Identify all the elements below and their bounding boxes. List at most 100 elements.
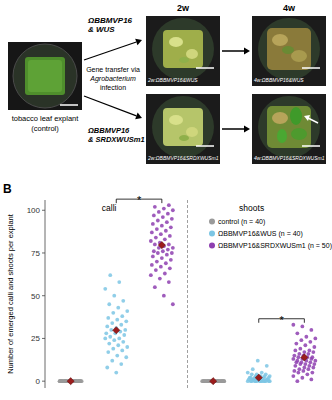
explant-photo: 2w:ΩBBMVP16&WUS xyxy=(146,16,220,86)
shoot-pointer-head xyxy=(304,115,310,121)
data-point xyxy=(296,355,300,359)
control-label: (control) xyxy=(31,124,59,133)
data-point xyxy=(110,359,114,363)
explant xyxy=(163,108,203,146)
data-point xyxy=(107,342,111,346)
data-point xyxy=(114,371,118,375)
data-point xyxy=(250,372,254,376)
arrow-shaft xyxy=(84,42,136,60)
data-point xyxy=(291,357,295,361)
data-point xyxy=(202,379,206,383)
data-point xyxy=(75,379,79,383)
data-point xyxy=(153,285,157,289)
data-point xyxy=(249,376,253,380)
legend: control (n = 40)ΩBBMVP16&WUS (n = 40)ΩBB… xyxy=(209,218,332,250)
data-point xyxy=(155,227,159,231)
dish xyxy=(13,44,77,108)
data-point xyxy=(311,350,315,354)
data-point xyxy=(110,321,114,325)
explant-photo: 4w:ΩBBMVP16&SRDXWUSm1 xyxy=(252,94,326,164)
mean-marker xyxy=(113,327,120,334)
data-point xyxy=(106,350,110,354)
data-point xyxy=(221,379,225,383)
explant xyxy=(163,30,203,68)
data-point xyxy=(303,362,307,366)
callus xyxy=(186,49,198,59)
data-point xyxy=(170,217,174,221)
data-point xyxy=(61,379,65,383)
data-point xyxy=(248,376,252,380)
y-axis-title: Number of emerged calli and shoots per e… xyxy=(6,213,15,374)
data-point xyxy=(154,236,158,240)
data-point xyxy=(104,331,108,335)
data-point xyxy=(265,364,269,368)
data-point xyxy=(203,379,207,383)
scale-bar xyxy=(302,67,320,69)
data-point xyxy=(152,213,156,217)
arrow xyxy=(84,39,142,60)
data-point xyxy=(295,379,299,383)
data-point xyxy=(75,379,79,383)
callus xyxy=(272,34,288,46)
data-point xyxy=(162,207,166,211)
data-point xyxy=(308,360,312,364)
photo-caption: 2w:ΩBBMVP16&WUS xyxy=(147,77,198,83)
data-point xyxy=(293,349,297,353)
data-point xyxy=(256,359,260,363)
data-point xyxy=(308,340,312,344)
y-tick-label: 50 xyxy=(31,292,40,301)
method-label: infection xyxy=(100,84,126,91)
photo-bg xyxy=(8,42,82,110)
data-point xyxy=(167,243,171,247)
data-point xyxy=(161,249,165,253)
explant xyxy=(267,28,311,70)
data-point xyxy=(116,343,120,347)
data-point xyxy=(103,337,107,341)
data-point xyxy=(122,333,126,337)
data-point xyxy=(123,328,127,332)
data-point xyxy=(115,318,119,322)
arrow xyxy=(222,126,250,133)
data-point xyxy=(163,237,167,241)
data-point xyxy=(313,359,317,363)
construct-label: & WUS xyxy=(88,25,115,34)
data-point xyxy=(171,246,175,250)
data-point xyxy=(159,265,163,269)
data-point xyxy=(117,337,121,341)
arrow-head xyxy=(135,39,142,46)
dish xyxy=(152,96,214,158)
data-point xyxy=(154,268,158,272)
data-point xyxy=(170,251,174,255)
data-point xyxy=(305,372,309,376)
data-point xyxy=(298,347,302,351)
data-point xyxy=(79,379,83,383)
data-point xyxy=(109,328,113,332)
data-point xyxy=(111,347,115,351)
data-point xyxy=(167,203,171,207)
data-point xyxy=(149,273,153,277)
scale-bar xyxy=(60,104,78,106)
data-point xyxy=(202,379,206,383)
data-point xyxy=(103,287,107,291)
category-label: shoots xyxy=(239,203,264,213)
control-label: tobacco leaf explant xyxy=(12,114,80,123)
data-point xyxy=(121,299,125,303)
data-point xyxy=(297,367,301,371)
data-point xyxy=(165,253,169,257)
data-point xyxy=(111,311,115,315)
callus xyxy=(179,135,189,141)
data-point xyxy=(301,369,305,373)
data-point xyxy=(222,379,226,383)
data-point xyxy=(161,215,165,219)
data-point xyxy=(312,345,316,349)
dish xyxy=(258,18,320,80)
data-point xyxy=(295,359,299,363)
data-point xyxy=(307,349,311,353)
data-point xyxy=(112,338,116,342)
photo-bg xyxy=(146,94,220,164)
control-photo xyxy=(8,42,82,110)
data-point xyxy=(105,325,109,329)
data-point xyxy=(309,378,313,382)
scale-bar xyxy=(196,67,214,69)
panel-label: B xyxy=(3,182,12,196)
